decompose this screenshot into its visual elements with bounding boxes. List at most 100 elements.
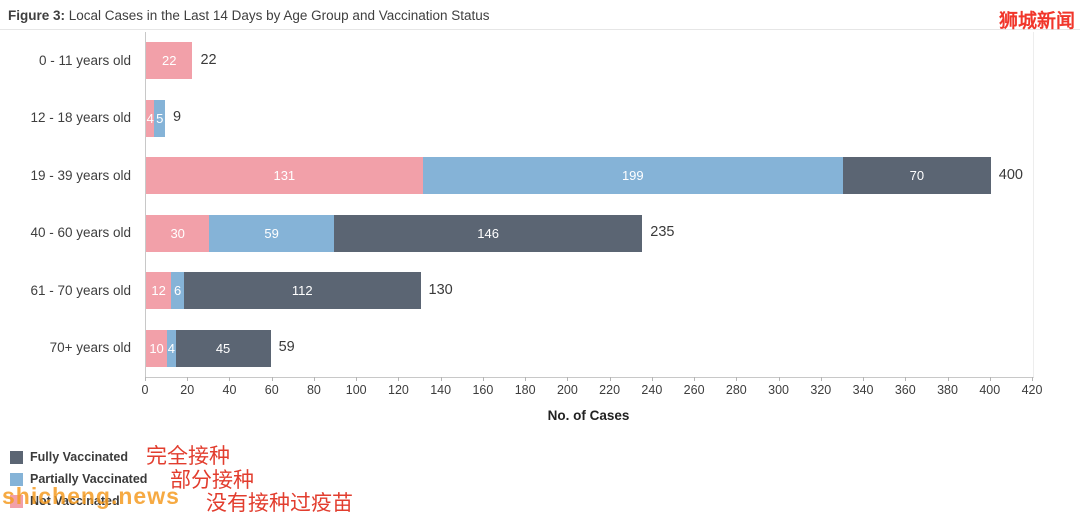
x-tick-mark bbox=[651, 377, 653, 381]
x-tick-mark bbox=[736, 377, 738, 381]
x-tick-label: 80 bbox=[306, 383, 321, 397]
legend-swatch bbox=[10, 450, 23, 464]
x-tick-mark bbox=[482, 377, 484, 381]
bar-61-70yearsold: 12 6 112 bbox=[146, 272, 421, 310]
bar-segment: 45 bbox=[175, 329, 271, 367]
annotation-fully-vaccinated: 完全接种 bbox=[146, 445, 230, 468]
x-tick-label: 220 bbox=[599, 383, 621, 397]
bar-segment: 12 bbox=[146, 272, 172, 310]
x-axis: 0 20 40 60 80 100 120 140 160 180 200 220 240 260 280 3… bbox=[141, 377, 1042, 401]
annotation-not-vaccinated: 没有接种过疫苗 bbox=[206, 492, 353, 515]
legend-label: Fully Vaccinated bbox=[30, 450, 128, 464]
x-tick-label: 340 bbox=[852, 383, 874, 397]
bar-segment: 59 bbox=[209, 214, 334, 252]
x-tick-mark bbox=[313, 377, 315, 381]
x-tick-mark bbox=[820, 377, 822, 381]
x-tick-mark bbox=[525, 377, 527, 381]
bar-total: 22 bbox=[200, 51, 217, 68]
bar-segment: 112 bbox=[183, 272, 421, 310]
watermark-bottom-left: shicheng.news bbox=[2, 483, 180, 509]
bar-segment: 70 bbox=[842, 157, 991, 195]
bar-40-60yearsold: 30 59 146 bbox=[146, 214, 643, 252]
category-labels: 0 - 11 years old 12 - 18 years old 19 - 39… bbox=[0, 32, 137, 377]
x-tick-label: 320 bbox=[810, 383, 832, 397]
bar-19-39yearsold: 131 199 70 bbox=[146, 157, 991, 195]
bar-segment: 10 bbox=[146, 329, 168, 367]
segment-value: 6 bbox=[174, 283, 182, 299]
x-tick-label: 20 bbox=[180, 383, 195, 397]
segment-value: 4 bbox=[167, 340, 175, 356]
x-tick-mark bbox=[271, 377, 273, 381]
bar-total: 59 bbox=[278, 339, 295, 356]
segment-value: 4 bbox=[146, 110, 154, 126]
x-tick-label: 380 bbox=[937, 383, 958, 397]
category-label: 61 - 70 years old bbox=[30, 282, 131, 298]
bar-segment: 146 bbox=[333, 214, 643, 252]
segment-value: 22 bbox=[161, 53, 177, 69]
x-tick-label: 160 bbox=[472, 383, 494, 397]
x-tick-mark bbox=[187, 377, 189, 381]
x-tick-mark bbox=[229, 377, 231, 381]
x-tick-label: 180 bbox=[514, 383, 536, 397]
category-label: 70+ years old bbox=[49, 340, 131, 356]
x-tick-mark bbox=[609, 377, 611, 381]
x-tick-label: 140 bbox=[430, 383, 452, 397]
bar-segment: 6 bbox=[171, 272, 184, 310]
x-tick-label: 100 bbox=[345, 383, 367, 397]
title-divider bbox=[0, 29, 1080, 30]
bar-total: 9 bbox=[173, 109, 182, 126]
category-label: 0 - 11 years old bbox=[38, 52, 131, 68]
legend-swatch bbox=[10, 472, 23, 486]
plot-area: 22 22 4 5 9 131 199 70 400 30 59 146 235 12 6 112 130 10 4… bbox=[145, 32, 1034, 378]
annotation-partially-vaccinated: 部分接种 bbox=[170, 469, 254, 492]
legend-item: Fully Vaccinated bbox=[10, 446, 147, 468]
x-tick-label: 280 bbox=[725, 383, 747, 397]
bar-total: 235 bbox=[650, 224, 675, 241]
segment-value: 5 bbox=[156, 110, 164, 126]
x-tick-mark bbox=[863, 377, 865, 381]
x-tick-mark bbox=[567, 377, 569, 381]
x-tick-label: 240 bbox=[641, 383, 663, 397]
x-tick-label: 300 bbox=[768, 383, 789, 397]
segment-value: 59 bbox=[264, 225, 279, 241]
segment-value: 10 bbox=[149, 340, 164, 356]
x-tick-mark bbox=[989, 377, 991, 381]
segment-value: 146 bbox=[477, 225, 499, 241]
bar-segment: 4 bbox=[167, 329, 176, 367]
bar-segment: 5 bbox=[154, 99, 165, 137]
bar-70+yearsold: 10 4 45 bbox=[146, 329, 271, 367]
x-tick-mark bbox=[440, 377, 442, 381]
figure-title-prefix: Figure 3: bbox=[8, 8, 66, 23]
figure-title: Figure 3: Local Cases in the Last 14 Day… bbox=[8, 8, 490, 23]
category-label: 40 - 60 years old bbox=[30, 225, 131, 241]
legend-label: Not Vaccinated bbox=[30, 494, 120, 508]
watermark-top-right: 狮城新闻 bbox=[998, 11, 1075, 32]
x-tick-label: 400 bbox=[979, 383, 1001, 397]
x-tick-label: 40 bbox=[222, 383, 237, 397]
x-tick-mark bbox=[145, 377, 146, 381]
x-tick-label: 60 bbox=[264, 383, 279, 397]
bar-segment: 131 bbox=[146, 157, 423, 195]
legend-item: Partially Vaccinated bbox=[10, 468, 147, 490]
x-tick-mark bbox=[1032, 377, 1033, 381]
x-tick-label: 0 bbox=[141, 383, 149, 397]
bar-total: 400 bbox=[998, 166, 1023, 183]
category-label: 19 - 39 years old bbox=[30, 167, 131, 183]
figure-title-text: Local Cases in the Last 14 Days by Age G… bbox=[65, 8, 490, 23]
x-tick-label: 420 bbox=[1021, 383, 1043, 397]
x-tick-mark bbox=[356, 377, 358, 381]
segment-value: 30 bbox=[170, 225, 185, 241]
x-tick-label: 360 bbox=[894, 383, 916, 397]
legend: Fully Vaccinated Partially Vaccinated Not … bbox=[10, 446, 147, 512]
segment-value: 131 bbox=[273, 168, 296, 184]
x-tick-mark bbox=[778, 377, 780, 381]
legend-label: Partially Vaccinated bbox=[30, 472, 148, 486]
x-tick-label: 260 bbox=[683, 383, 705, 397]
segment-value: 70 bbox=[909, 168, 925, 184]
x-tick-mark bbox=[947, 377, 949, 381]
x-tick-mark bbox=[905, 377, 907, 381]
x-axis-title: No. of Cases bbox=[547, 408, 630, 423]
x-tick-mark bbox=[694, 377, 696, 381]
legend-item: Not Vaccinated bbox=[10, 490, 147, 512]
